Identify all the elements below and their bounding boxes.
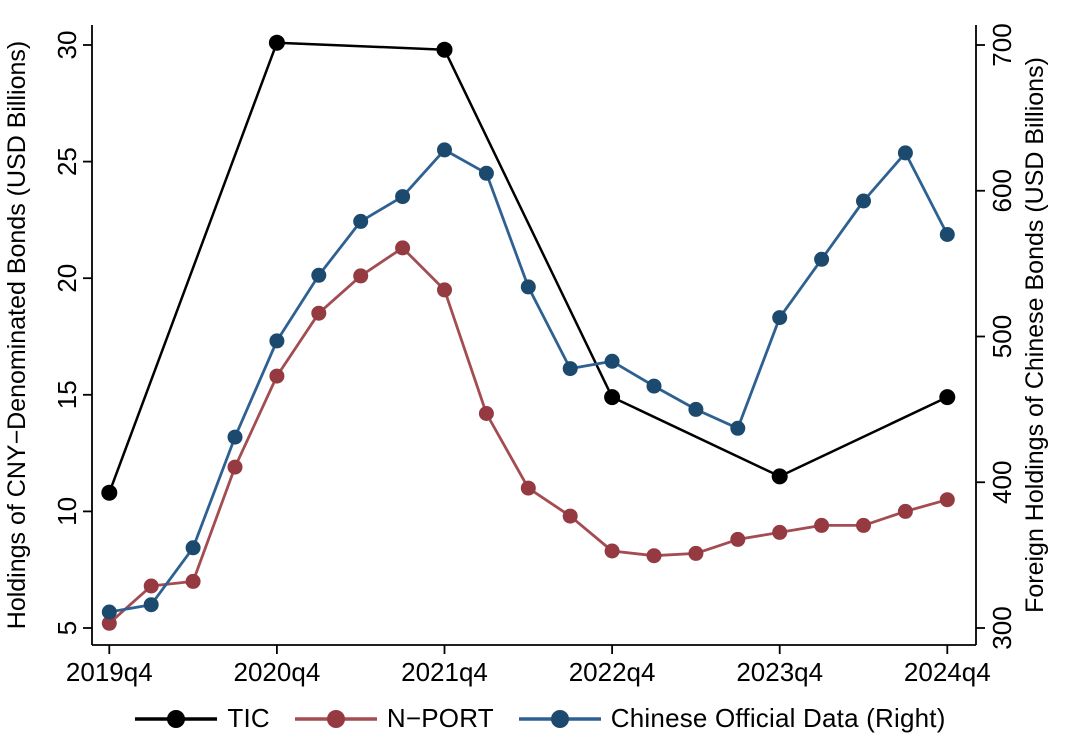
data-point-marker: [437, 142, 452, 158]
legend-dot-icon: [326, 709, 345, 728]
right-axis-tick-label: 700: [987, 23, 1017, 66]
data-point-marker: [772, 524, 788, 540]
series-n-port: [101, 240, 955, 631]
x-axis-tick-label: 2021q4: [401, 657, 488, 687]
data-point-marker: [814, 251, 830, 267]
data-point-marker: [688, 401, 704, 417]
data-point-marker: [311, 305, 327, 321]
x-axis-tick-label: 2023q4: [736, 657, 823, 687]
data-point-marker: [604, 389, 621, 406]
data-point-marker: [562, 361, 578, 377]
data-point-marker: [939, 492, 955, 508]
data-point-marker: [101, 615, 117, 631]
data-point-marker: [646, 548, 662, 564]
data-point-marker: [437, 282, 452, 298]
data-point-marker: [939, 389, 956, 406]
right-axis-tick-label: 500: [987, 315, 1017, 358]
data-point-marker: [436, 41, 453, 58]
line-chart: 5 10 15 20 25 30 300 400 500 600 700 2019q4 2020q4 20…: [3, 23, 1049, 687]
legend-item-tic: TIC: [134, 703, 270, 734]
left-axis-title: Holdings of CNY−Denominated Bonds (USD B…: [3, 41, 31, 629]
left-axis-tick-label: 30: [52, 31, 82, 60]
legend-line-marker-icon: [518, 709, 601, 728]
left-axis-tick-label: 15: [52, 380, 82, 409]
legend-item-label: N−PORT: [386, 703, 494, 733]
legend-item-label: Chinese Official Data (Right): [610, 703, 946, 733]
data-point-marker: [646, 378, 662, 394]
series-line: [108, 41, 948, 494]
data-point-marker: [268, 34, 285, 51]
left-axis-tick-label: 10: [52, 497, 82, 526]
right-axis-tick-label: 400: [987, 461, 1017, 504]
data-point-marker: [562, 508, 578, 524]
data-point-marker: [730, 420, 746, 436]
right-axis-tick-label: 300: [987, 606, 1017, 649]
data-point-marker: [771, 468, 788, 485]
data-point-marker: [730, 531, 746, 547]
legend-dot-icon: [167, 709, 186, 728]
legend-line-marker-icon: [294, 709, 377, 728]
right-axis-tick-label: 600: [987, 169, 1017, 212]
data-point-marker: [604, 543, 620, 559]
left-axis-tick-label: 5: [52, 621, 82, 635]
data-point-marker: [353, 213, 369, 229]
x-axis-tick-label: 2024q4: [904, 657, 991, 687]
data-point-marker: [185, 573, 201, 589]
data-point-marker: [101, 604, 117, 620]
data-point-marker: [227, 429, 243, 445]
data-point-marker: [185, 540, 201, 556]
data-point-marker: [143, 578, 159, 594]
data-point-marker: [520, 279, 536, 295]
data-point-marker: [939, 227, 955, 242]
data-point-marker: [311, 267, 327, 283]
data-point-marker: [101, 484, 118, 501]
left-axis-tick-label: 20: [52, 264, 82, 293]
data-point-marker: [897, 145, 913, 161]
data-point-marker: [395, 189, 411, 205]
data-point-marker: [604, 353, 620, 369]
data-point-marker: [478, 165, 494, 181]
data-point-marker: [897, 503, 913, 519]
right-axis-title: Foreign Holdings of Chinese Bonds (USD B…: [1021, 57, 1049, 613]
left-axis-tick-label: 25: [52, 147, 82, 176]
data-point-marker: [856, 517, 871, 533]
x-axis-tick-label: 2020q4: [234, 657, 321, 687]
legend-item-n-port: N−PORT: [294, 703, 494, 734]
series-chinese-official-data-right: [101, 142, 955, 620]
legend-item-chinese-official-data-right: Chinese Official Data (Right): [518, 703, 946, 734]
data-point-marker: [478, 406, 494, 421]
data-point-marker: [395, 240, 411, 256]
data-point-marker: [520, 480, 536, 496]
data-point-marker: [772, 310, 788, 326]
series-line: [109, 148, 949, 614]
data-point-marker: [688, 545, 704, 561]
legend-line-marker-icon: [135, 709, 218, 728]
data-point-marker: [269, 368, 285, 384]
legend-item-label: TIC: [227, 703, 270, 733]
legend: TIC N−PORT Chinese Official Data (Right): [0, 703, 1080, 734]
x-axis-tick-label: 2022q4: [569, 657, 656, 687]
data-point-marker: [143, 597, 159, 613]
data-point-marker: [814, 517, 830, 533]
data-point-marker: [856, 193, 871, 209]
series-tic: [101, 34, 956, 501]
data-point-marker: [353, 268, 369, 284]
data-point-marker: [269, 333, 285, 349]
x-axis-tick-label: 2019q4: [66, 657, 153, 687]
legend-dot-icon: [550, 709, 569, 728]
data-point-marker: [227, 459, 243, 475]
axes: 5 10 15 20 25 30 300 400 500 600 700 2019q4 2020q4 20…: [3, 23, 1049, 687]
